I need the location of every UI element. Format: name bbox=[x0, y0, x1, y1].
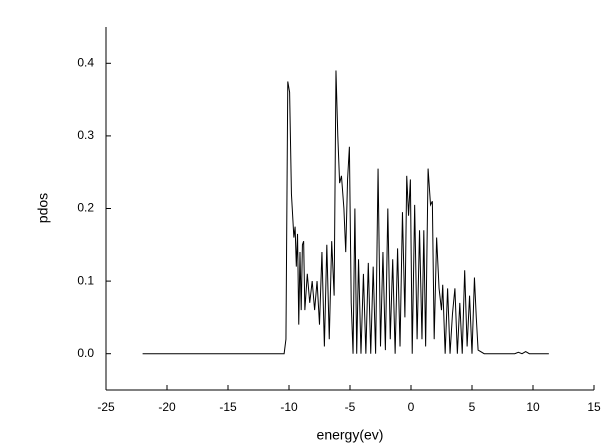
x-tick-label: -20 bbox=[158, 400, 176, 414]
x-tick-label: -25 bbox=[97, 400, 115, 414]
x-tick-label: -5 bbox=[345, 400, 356, 414]
x-tick-label: 15 bbox=[587, 400, 601, 414]
x-tick-label: -15 bbox=[219, 400, 237, 414]
y-tick-label: 0.3 bbox=[77, 128, 94, 142]
y-axis-title: pdos bbox=[35, 193, 51, 223]
x-tick-label: -10 bbox=[280, 400, 298, 414]
y-tick-label: 0.0 bbox=[77, 346, 94, 360]
x-tick-label: 0 bbox=[408, 400, 415, 414]
x-tick-label: 5 bbox=[469, 400, 476, 414]
y-tick-label: 0.4 bbox=[77, 55, 94, 69]
x-axis-title: energy(ev) bbox=[317, 427, 384, 443]
x-tick-label: 10 bbox=[526, 400, 540, 414]
y-tick-label: 0.1 bbox=[77, 273, 94, 287]
y-tick-label: 0.2 bbox=[77, 201, 94, 215]
line bbox=[142, 70, 549, 355]
